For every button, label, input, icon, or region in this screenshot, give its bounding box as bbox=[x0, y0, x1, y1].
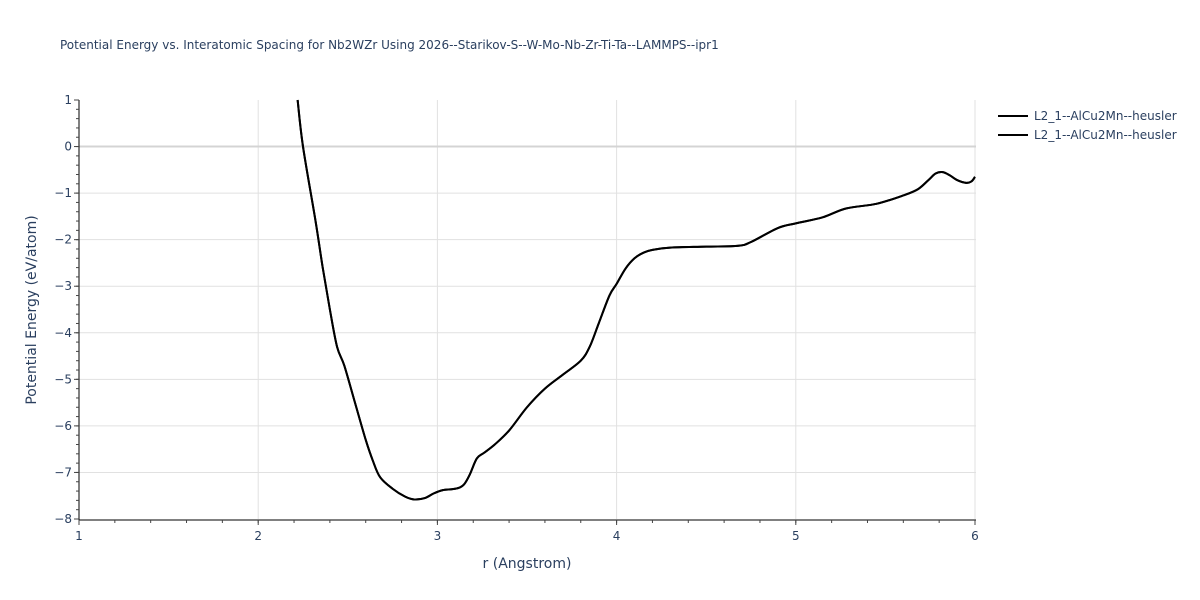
y-tick-label: −1 bbox=[54, 186, 72, 200]
legend: L2_1--AlCu2Mn--heusler L2_1--AlCu2Mn--he… bbox=[998, 106, 1177, 144]
axes bbox=[78, 100, 976, 521]
y-axis-title: Potential Energy (eV/atom) bbox=[24, 215, 40, 404]
x-tick-label: 6 bbox=[971, 529, 979, 543]
data-series bbox=[296, 99, 976, 501]
legend-label: L2_1--AlCu2Mn--heusler bbox=[1034, 127, 1177, 142]
y-tick-label: 1 bbox=[64, 93, 72, 107]
line-swatch-icon bbox=[998, 114, 1028, 117]
y-tick-label: −8 bbox=[54, 512, 72, 526]
y-tick-label: −5 bbox=[54, 372, 72, 386]
chart-title: Potential Energy vs. Interatomic Spacing… bbox=[60, 38, 719, 52]
tick-marks bbox=[74, 99, 976, 525]
y-tick-label: −2 bbox=[54, 233, 72, 247]
x-axis-title: r (Angstrom) bbox=[483, 556, 572, 572]
legend-item[interactable]: L2_1--AlCu2Mn--heusler bbox=[998, 106, 1177, 125]
x-tick-label: 4 bbox=[613, 529, 621, 543]
x-tick-label: 2 bbox=[254, 529, 262, 543]
series-line bbox=[296, 99, 976, 501]
x-tick-label: 5 bbox=[792, 529, 800, 543]
y-tick-label: −4 bbox=[54, 326, 72, 340]
x-tick-label: 3 bbox=[434, 529, 442, 543]
y-tick-label: 0 bbox=[64, 140, 72, 154]
y-tick-label: −7 bbox=[54, 465, 72, 479]
x-tick-labels: 1 2 3 4 5 6 bbox=[75, 529, 979, 543]
gridlines bbox=[79, 100, 976, 519]
line-swatch-icon bbox=[998, 133, 1028, 136]
legend-label: L2_1--AlCu2Mn--heusler bbox=[1034, 108, 1177, 123]
series-line bbox=[296, 99, 976, 501]
y-tick-labels: 1 0 −1 −2 −3 −4 −5 −6 −7 −8 bbox=[54, 93, 72, 526]
y-tick-label: −3 bbox=[54, 279, 72, 293]
legend-item[interactable]: L2_1--AlCu2Mn--heusler bbox=[998, 125, 1177, 144]
x-tick-label: 1 bbox=[75, 529, 83, 543]
y-tick-label: −6 bbox=[54, 419, 72, 433]
